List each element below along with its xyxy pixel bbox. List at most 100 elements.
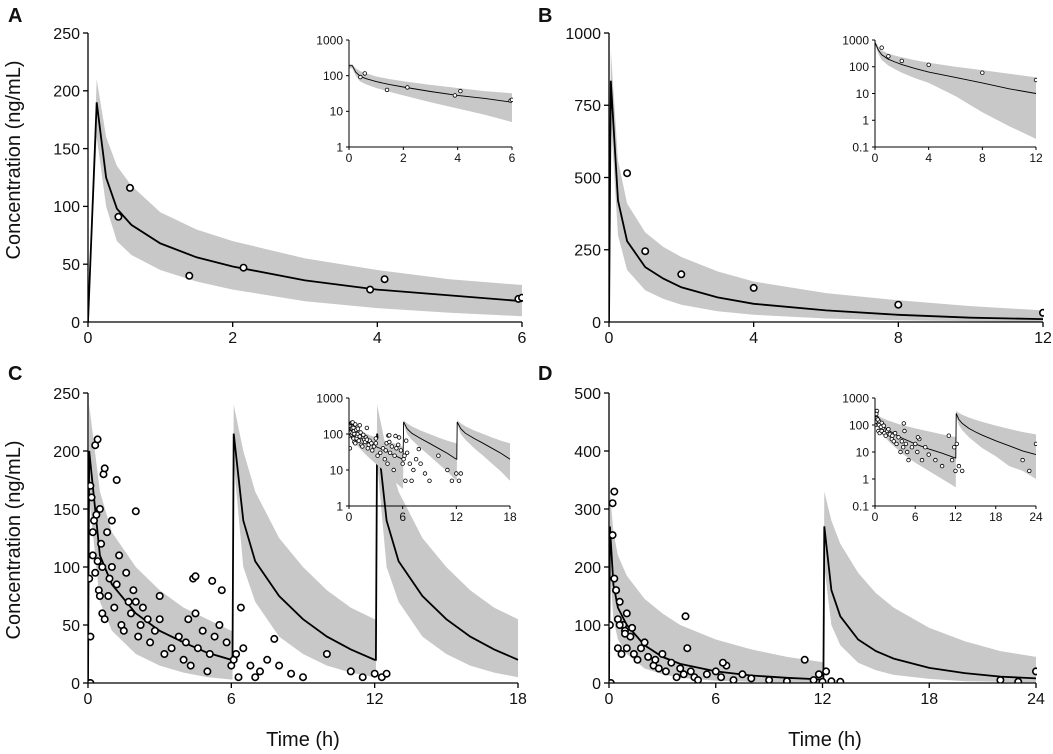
inset-observed-point <box>456 478 462 483</box>
observed-point <box>686 667 695 676</box>
x-axis-title-right: Time (h) <box>788 729 862 751</box>
inset-observed-point <box>926 452 931 457</box>
inset-plot-area <box>349 64 513 123</box>
observed-point <box>518 293 523 302</box>
inset-observed-point <box>890 433 895 438</box>
panel-d: D 0 6 12 18 24 0 100 200 300 400 500 0 6 12 18 24 0.1 1 10 1… <box>538 363 1045 708</box>
observed-point <box>88 632 95 641</box>
observed-point <box>234 673 243 682</box>
inset-observed-point <box>886 427 891 432</box>
y-tick-label: 500 <box>574 386 601 403</box>
observed-point <box>270 634 279 643</box>
inset-observed-point <box>355 426 361 431</box>
inset-x-tick-label: 2 <box>400 151 407 165</box>
observed-point <box>612 586 621 595</box>
inset-x-tick-label: 0 <box>346 151 353 165</box>
observed-point <box>346 667 355 676</box>
observed-point <box>610 574 619 583</box>
inset-observed-point <box>896 435 901 440</box>
observed-points <box>609 487 1037 683</box>
y-tick-label: 150 <box>53 141 80 158</box>
observed-point <box>782 677 791 683</box>
observed-point <box>1032 667 1037 676</box>
observed-point <box>185 271 194 280</box>
median-line <box>88 102 523 322</box>
inset-x-tick-label: 6 <box>399 510 406 524</box>
inset-y-tick-label: 100 <box>323 427 343 441</box>
observed-point <box>95 504 104 513</box>
inset-observed-points <box>349 420 463 483</box>
y-tick-label: 250 <box>53 26 80 43</box>
observed-point <box>193 644 202 653</box>
observed-point <box>92 510 101 519</box>
observed-point <box>215 620 224 629</box>
inset-observed-point <box>398 448 404 453</box>
observed-points <box>114 183 523 303</box>
x-tick-label: 6 <box>711 691 720 708</box>
inset-observed-point <box>926 62 931 68</box>
inset-observed-point <box>875 417 880 422</box>
inset-y-tick-label: 100 <box>849 60 869 74</box>
observed-point <box>198 626 207 635</box>
y-tick-label: 0 <box>592 315 601 332</box>
observed-point <box>208 576 217 585</box>
plot-area <box>609 50 1044 322</box>
observed-point <box>119 626 128 635</box>
observed-point <box>681 612 690 621</box>
observed-point <box>181 638 190 647</box>
observed-point <box>613 644 622 653</box>
observed-point <box>112 475 121 484</box>
panel-a: A 0 2 4 6 0 50 100 150 200 250 0 2 4 6 1 10 100 1000 <box>8 5 527 347</box>
observed-points <box>623 169 1044 317</box>
observed-point <box>95 591 104 600</box>
inset-observed-point <box>913 441 918 447</box>
observed-point <box>729 676 738 683</box>
inset-observed-point <box>899 58 904 64</box>
inset-observed-point <box>413 457 419 462</box>
inset-plot-area <box>349 420 511 489</box>
inset-observed-point <box>396 442 401 447</box>
inset-observed-point <box>396 435 402 440</box>
inset-y-tick-label: 1000 <box>842 33 869 47</box>
observed-point <box>122 568 131 577</box>
observed-point <box>370 669 379 678</box>
inset-observed-point <box>364 437 370 442</box>
observed-point <box>718 658 727 667</box>
observed-point <box>115 551 124 560</box>
inset-prediction-interval-band <box>875 40 1036 139</box>
observed-point <box>800 655 809 664</box>
inset-observed-point <box>915 435 921 440</box>
observed-point <box>174 632 183 641</box>
observed-point <box>88 574 94 583</box>
panel-label-d: D <box>538 363 552 385</box>
observed-point <box>609 531 617 540</box>
y-tick-label: 200 <box>53 84 80 101</box>
inset-observed-point <box>375 453 380 458</box>
inset-observed-point <box>905 449 910 455</box>
observed-point <box>287 669 296 678</box>
observed-point <box>93 435 102 444</box>
inset-y-tick-label: 1000 <box>316 33 343 47</box>
inset-observed-point <box>886 54 891 59</box>
observed-point <box>124 597 133 606</box>
observed-point <box>661 667 670 676</box>
median-line <box>609 80 1044 322</box>
plot-area <box>88 404 519 683</box>
observed-point <box>105 574 114 583</box>
inset-median-line <box>349 65 513 103</box>
observed-point <box>236 603 245 612</box>
observed-point <box>126 183 135 192</box>
observed-point <box>629 649 638 658</box>
inset-observed-point <box>1020 457 1025 463</box>
observed-point <box>107 516 116 525</box>
inset-observed-point <box>891 439 896 444</box>
observed-point <box>1039 308 1044 317</box>
inset-observed-point <box>901 421 906 426</box>
y-tick-label: 250 <box>574 243 601 260</box>
y-tick-label: 200 <box>574 560 601 577</box>
inset-observed-point <box>384 87 390 93</box>
inset-y-tick-label: 10 <box>856 445 870 459</box>
inset-x-tick-label: 18 <box>989 510 1003 524</box>
x-tick-label: 0 <box>84 330 93 347</box>
observed-point <box>263 655 272 664</box>
